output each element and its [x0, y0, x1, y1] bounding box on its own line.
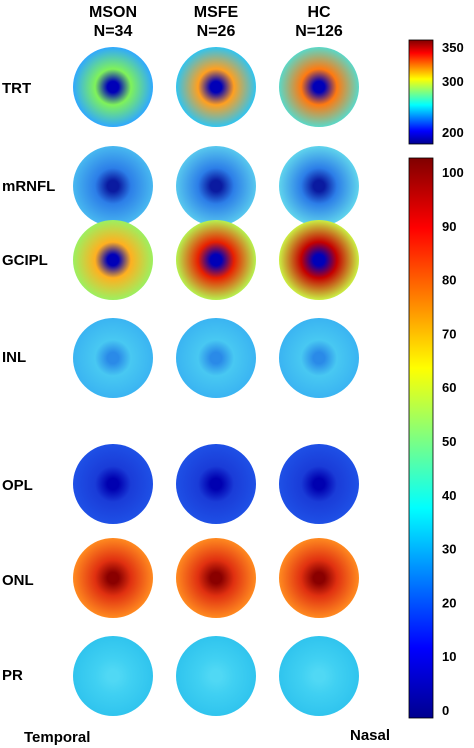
col-header-n: N=34 — [94, 23, 133, 40]
row-label: INL — [2, 349, 26, 366]
col-header-group: MSON — [89, 4, 137, 21]
col-header-n: N=26 — [197, 23, 236, 40]
thickness-map — [73, 444, 153, 524]
thickness-map — [176, 146, 256, 226]
thickness-map — [279, 47, 359, 127]
row-label: mRNFL — [2, 178, 55, 195]
col-header-group: HC — [307, 4, 331, 21]
thickness-map — [176, 538, 256, 618]
thickness-map — [73, 538, 153, 618]
thickness-map — [73, 220, 153, 300]
colorbar-bottom-tick: 40 — [442, 488, 456, 503]
colorbar-bottom-tick: 80 — [442, 273, 456, 288]
thickness-map — [176, 220, 256, 300]
row-label: GCIPL — [2, 252, 48, 269]
nasal-label: Nasal — [350, 727, 390, 744]
thickness-map — [176, 318, 256, 398]
thickness-map — [73, 146, 153, 226]
column-headers: MSON N=34 MSFE N=26 HC N=126 — [89, 4, 343, 40]
row-label: TRT — [2, 80, 31, 97]
thickness-map — [279, 538, 359, 618]
thickness-map-grid — [73, 47, 359, 716]
thickness-map — [279, 146, 359, 226]
colorbar-bottom-tick: 90 — [442, 219, 456, 234]
colorbar-top-tick: 200 — [442, 125, 464, 140]
thickness-map — [176, 444, 256, 524]
colorbar-bottom-bar — [408, 157, 434, 719]
thickness-map — [279, 636, 359, 716]
thickness-map — [279, 444, 359, 524]
row-label: PR — [2, 667, 23, 684]
row-label: OPL — [2, 477, 33, 494]
colorbar-top-bar — [408, 39, 434, 145]
thickness-map — [279, 318, 359, 398]
colorbar-bottom-tick: 10 — [442, 649, 456, 664]
colorbar-top: 350 300 200 — [408, 39, 464, 145]
colorbar-top-tick: 300 — [442, 74, 464, 89]
colorbar-bottom-tick: 30 — [442, 542, 456, 557]
colorbar-bottom-tick: 60 — [442, 380, 456, 395]
thickness-map — [73, 47, 153, 127]
row-labels: TRT mRNFL GCIPL INL OPL ONL PR — [2, 80, 55, 684]
col-header-n: N=126 — [295, 23, 343, 40]
colorbar-bottom-tick: 20 — [442, 595, 456, 610]
row-label: ONL — [2, 572, 34, 589]
colorbar-top-tick: 350 — [442, 40, 464, 55]
colorbar-bottom-tick: 70 — [442, 326, 456, 341]
temporal-label: Temporal — [24, 729, 90, 746]
colorbar-bottom-tick: 50 — [442, 434, 456, 449]
thickness-map — [176, 47, 256, 127]
thickness-map — [176, 636, 256, 716]
col-header-group: MSFE — [194, 4, 239, 21]
colorbar-bottom-tick: 100 — [442, 165, 464, 180]
thickness-map — [73, 318, 153, 398]
thickness-map — [279, 220, 359, 300]
thickness-map — [73, 636, 153, 716]
colorbar-bottom-tick: 0 — [442, 703, 449, 718]
